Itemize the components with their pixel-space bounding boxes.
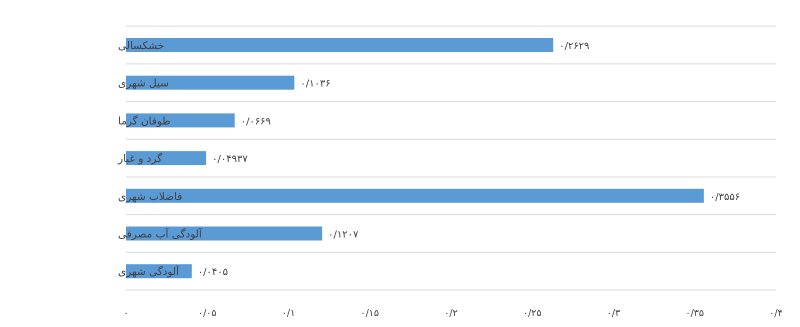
data-label: ۰/۲۶۲۹ — [559, 41, 589, 52]
bar — [126, 226, 323, 241]
bar — [126, 264, 192, 279]
x-tick-label: ۰/۱۵ — [360, 308, 379, 319]
category-label: آلودگی آب مصرفی — [118, 228, 203, 241]
x-tick-label: ۰/۱ — [282, 308, 295, 319]
x-tick-label: ۰/۳۵ — [685, 308, 704, 319]
category-label: فاضلاب شهری — [118, 191, 182, 203]
bar — [126, 188, 704, 203]
bar — [126, 38, 554, 52]
category-label: طوفان گرما — [118, 114, 171, 127]
x-axis-tick-labels: ۰ ۰/۰۵ ۰/۱ ۰/۱۵ ۰/۲ ۰/۲۵ ۰/۳ ۰/۳۵ ۰/۴ — [123, 308, 782, 319]
category-label: آلودگی شهری — [118, 265, 180, 278]
data-label: ۰/۱۰۳۶ — [300, 79, 330, 90]
data-label: ۰/۱۲۰۷ — [328, 230, 359, 241]
bar — [126, 75, 295, 90]
category-label: گرد و غبار — [117, 152, 162, 165]
gridlines — [126, 25, 776, 291]
x-tick-label: ۰ — [123, 308, 128, 319]
category-label: خشکسالی — [118, 40, 164, 52]
category-label: سیل شهری — [118, 78, 169, 90]
bar — [126, 151, 207, 166]
bars — [126, 38, 704, 279]
x-tick-label: ۰/۳ — [607, 308, 620, 319]
bar — [126, 113, 235, 128]
value-labels: ۰/۲۶۲۹ ۰/۱۰۳۶ ۰/۰۶۶۹ ۰/۰۴۹۳۷ ۰/۳۵۵۶ ۰/۱۲۰۷ ۰/۰… — [198, 41, 740, 278]
data-label: ۰/۰۶۶۹ — [241, 116, 271, 127]
category-labels: خشکسالی سیل شهری طوفان گرما گرد و غبار فاضلا… — [117, 40, 203, 278]
x-tick-label: ۰/۲۵ — [523, 308, 542, 319]
x-tick-label: ۰/۴ — [769, 308, 782, 319]
data-label: ۰/۰۴۹۳۷ — [212, 154, 248, 165]
data-label: ۰/۳۵۵۶ — [710, 192, 740, 203]
x-tick-label: ۰/۰۵ — [198, 308, 217, 319]
x-tick-label: ۰/۲ — [444, 308, 457, 319]
data-label: ۰/۰۴۰۵ — [198, 267, 228, 278]
